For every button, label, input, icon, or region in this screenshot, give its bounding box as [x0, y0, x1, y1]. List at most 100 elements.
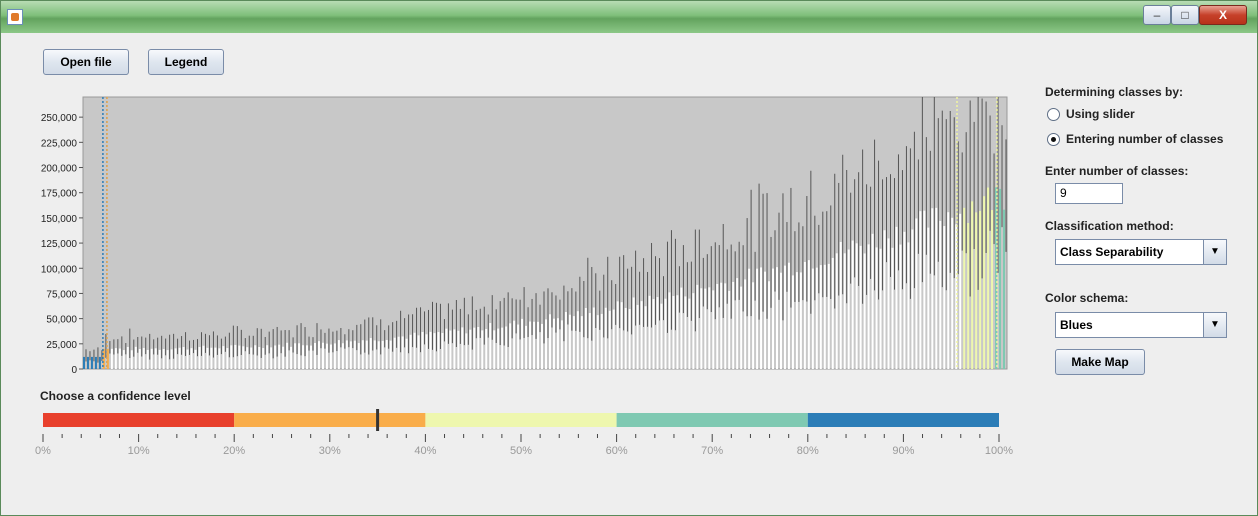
- estimate-bar: [337, 340, 340, 369]
- estimate-bar: [871, 233, 874, 369]
- estimate-bar: [206, 347, 209, 369]
- estimate-bar: [736, 278, 739, 369]
- estimate-bar: [389, 340, 392, 369]
- estimate-bar: [664, 298, 667, 369]
- slider-tick-label: 80%: [797, 445, 819, 457]
- estimate-bar: [911, 229, 914, 369]
- estimate-bar: [266, 345, 269, 369]
- estimate-bar: [270, 347, 273, 369]
- estimate-bar: [740, 286, 743, 369]
- estimate-bar: [118, 348, 121, 369]
- estimate-bar: [931, 208, 934, 369]
- open-file-button[interactable]: Open file: [43, 49, 129, 75]
- estimate-bar: [831, 257, 834, 369]
- slider-tick-label: 10%: [128, 445, 150, 457]
- entering-classes-radio[interactable]: [1047, 133, 1060, 146]
- classification-method-select[interactable]: Class Separability ▼: [1055, 239, 1227, 265]
- estimate-bar: [851, 240, 854, 369]
- estimate-bar: [772, 268, 775, 369]
- estimate-bar: [449, 330, 452, 369]
- estimate-bar: [461, 327, 464, 369]
- color-schema-select[interactable]: Blues ▼: [1055, 312, 1227, 338]
- estimate-bar: [329, 344, 332, 369]
- estimate-bar: [421, 332, 424, 369]
- estimate-bar: [939, 220, 942, 369]
- estimate-bar: [513, 320, 516, 369]
- main-content: Open file Legend 0 25,000 50,000 75,000 100,…: [9, 33, 1251, 509]
- close-button[interactable]: X: [1199, 5, 1247, 25]
- estimate-bar: [477, 326, 480, 369]
- legend-button[interactable]: Legend: [148, 49, 224, 75]
- estimate-bar: [94, 356, 97, 369]
- entering-classes-label[interactable]: Entering number of classes: [1066, 132, 1224, 146]
- estimate-bar: [230, 345, 233, 369]
- using-slider-label[interactable]: Using slider: [1066, 107, 1135, 121]
- estimate-bar: [959, 213, 962, 369]
- color-schema-value: Blues: [1060, 318, 1093, 332]
- confidence-slider-thumb[interactable]: [376, 409, 380, 431]
- estimate-bar: [692, 293, 695, 369]
- estimate-bar: [548, 314, 551, 369]
- y-tick-label: 0: [71, 365, 77, 376]
- y-tick-label: 125,000: [41, 239, 78, 250]
- estimate-bar: [250, 347, 253, 369]
- estimate-bar: [552, 318, 555, 369]
- estimate-bar: [815, 267, 818, 369]
- number-of-classes-field[interactable]: 9: [1055, 183, 1123, 204]
- estimate-bar: [791, 275, 794, 369]
- slider-tick-label: 50%: [510, 445, 532, 457]
- estimate-bar: [529, 321, 532, 369]
- estimate-bar: [764, 271, 767, 369]
- estimate-bar: [521, 318, 524, 369]
- estimate-bar: [274, 345, 277, 369]
- estimate-bar: [947, 212, 950, 369]
- using-slider-radio[interactable]: [1047, 108, 1060, 121]
- estimate-bar: [373, 340, 376, 369]
- y-tick-label: 250,000: [41, 113, 78, 124]
- estimate-bar: [612, 309, 615, 369]
- confidence-ticks: [42, 434, 1000, 442]
- estimate-bar: [867, 244, 870, 369]
- estimate-bar: [465, 333, 468, 369]
- chevron-down-icon[interactable]: ▼: [1203, 313, 1226, 337]
- confidence-band: [43, 413, 235, 427]
- estimate-bar: [182, 347, 185, 369]
- estimate-bar: [919, 211, 922, 369]
- estimate-bar: [616, 301, 619, 369]
- confidence-slider[interactable]: 0% 10% 20% 30% 40% 50% 60% 70% 80% 90% 100%: [9, 403, 1019, 473]
- enter-classes-label: Enter number of classes:: [1045, 164, 1189, 178]
- estimate-bar: [290, 346, 293, 369]
- estimate-bar: [827, 263, 830, 369]
- estimate-bar: [90, 356, 93, 369]
- classification-method-value: Class Separability: [1060, 245, 1164, 259]
- estimate-bar: [855, 243, 858, 369]
- estimate-bar: [445, 328, 448, 369]
- slider-tick-label: 0%: [35, 445, 51, 457]
- estimate-bar: [333, 343, 336, 369]
- estimate-bar: [688, 298, 691, 369]
- estimate-bar: [592, 307, 595, 369]
- estimate-bar: [564, 312, 567, 369]
- estimate-bar: [839, 241, 842, 369]
- make-map-button[interactable]: Make Map: [1055, 349, 1145, 375]
- maximize-button[interactable]: □: [1171, 5, 1199, 25]
- estimate-bar: [795, 272, 798, 369]
- title-bar[interactable]: – □ X: [1, 1, 1257, 33]
- estimate-bar: [644, 306, 647, 369]
- estimate-bar: [883, 230, 886, 369]
- estimate-bar: [238, 345, 241, 369]
- estimate-bar: [899, 244, 902, 369]
- estimate-bar: [405, 338, 408, 369]
- estimate-bar: [317, 341, 320, 369]
- estimate-bar: [433, 333, 436, 369]
- estimate-bar: [86, 356, 89, 369]
- estimate-bar: [656, 297, 659, 369]
- estimate-bar: [413, 332, 416, 369]
- estimate-bar: [441, 333, 444, 369]
- estimate-bar: [501, 327, 504, 369]
- slider-tick-label: 100%: [985, 445, 1013, 457]
- minimize-button[interactable]: –: [1143, 5, 1171, 25]
- chevron-down-icon[interactable]: ▼: [1203, 240, 1226, 264]
- estimate-bar: [214, 347, 217, 369]
- estimate-bar: [987, 187, 990, 369]
